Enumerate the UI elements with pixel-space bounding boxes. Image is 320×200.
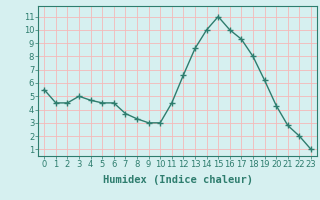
X-axis label: Humidex (Indice chaleur): Humidex (Indice chaleur) (103, 175, 252, 185)
